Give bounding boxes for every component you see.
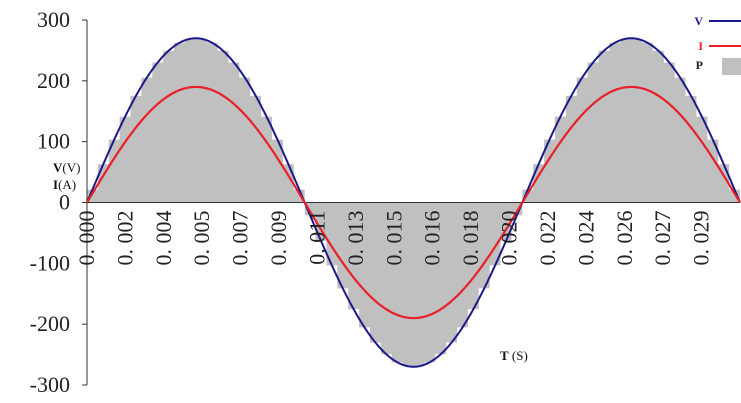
x-tick-label: 0. 013 xyxy=(343,211,368,266)
x-tick-label: 0. 020 xyxy=(497,211,522,266)
y-tick-label: 100 xyxy=(37,129,70,154)
y-tick-label: -100 xyxy=(30,250,70,275)
legend-label: V xyxy=(694,14,703,28)
series-line-v xyxy=(86,37,741,368)
series-line-i xyxy=(86,85,741,320)
y-tick-label: 200 xyxy=(37,68,70,93)
x-tick-label: 0. 007 xyxy=(228,211,253,266)
x-tick-label: 0. 016 xyxy=(420,211,445,266)
x-tick-label: 0. 000 xyxy=(74,211,99,266)
y-axis-title-line: I(A) xyxy=(53,177,76,192)
y-tick-label: 0 xyxy=(59,190,70,215)
y-axis-title-line: V(V) xyxy=(53,160,80,175)
x-tick-label: 0. 005 xyxy=(189,211,214,266)
x-tick-label: 0. 024 xyxy=(573,211,598,266)
x-tick-label: 0. 026 xyxy=(612,211,637,266)
x-tick-label: 0. 009 xyxy=(266,211,291,266)
x-tick-label: 0. 015 xyxy=(381,211,406,266)
x-tick-label: 0. 018 xyxy=(458,211,483,266)
x-tick-label: 0. 022 xyxy=(535,211,560,266)
legend-label: I xyxy=(698,39,703,53)
x-tick-label: 0. 004 xyxy=(151,211,176,266)
legend-label: P xyxy=(696,58,703,72)
x-tick-label: 0. 002 xyxy=(112,211,137,266)
labels-layer: 300 200 100 0 -100 -200 -300 0. 000 0. 002 0. 004… xyxy=(30,7,714,397)
legend: VIP xyxy=(694,14,741,75)
x-axis-title: T (S) xyxy=(500,348,528,363)
x-tick-label: 0. 027 xyxy=(650,211,675,266)
x-tick-label: 0. 029 xyxy=(689,211,714,266)
legend-swatch xyxy=(722,58,741,75)
y-tick-label: -200 xyxy=(30,311,70,336)
y-tick-label: 300 xyxy=(37,7,70,32)
lines-layer xyxy=(86,37,741,368)
x-tick-label: 0. 011 xyxy=(304,211,329,265)
y-tick-label: -300 xyxy=(30,372,70,397)
